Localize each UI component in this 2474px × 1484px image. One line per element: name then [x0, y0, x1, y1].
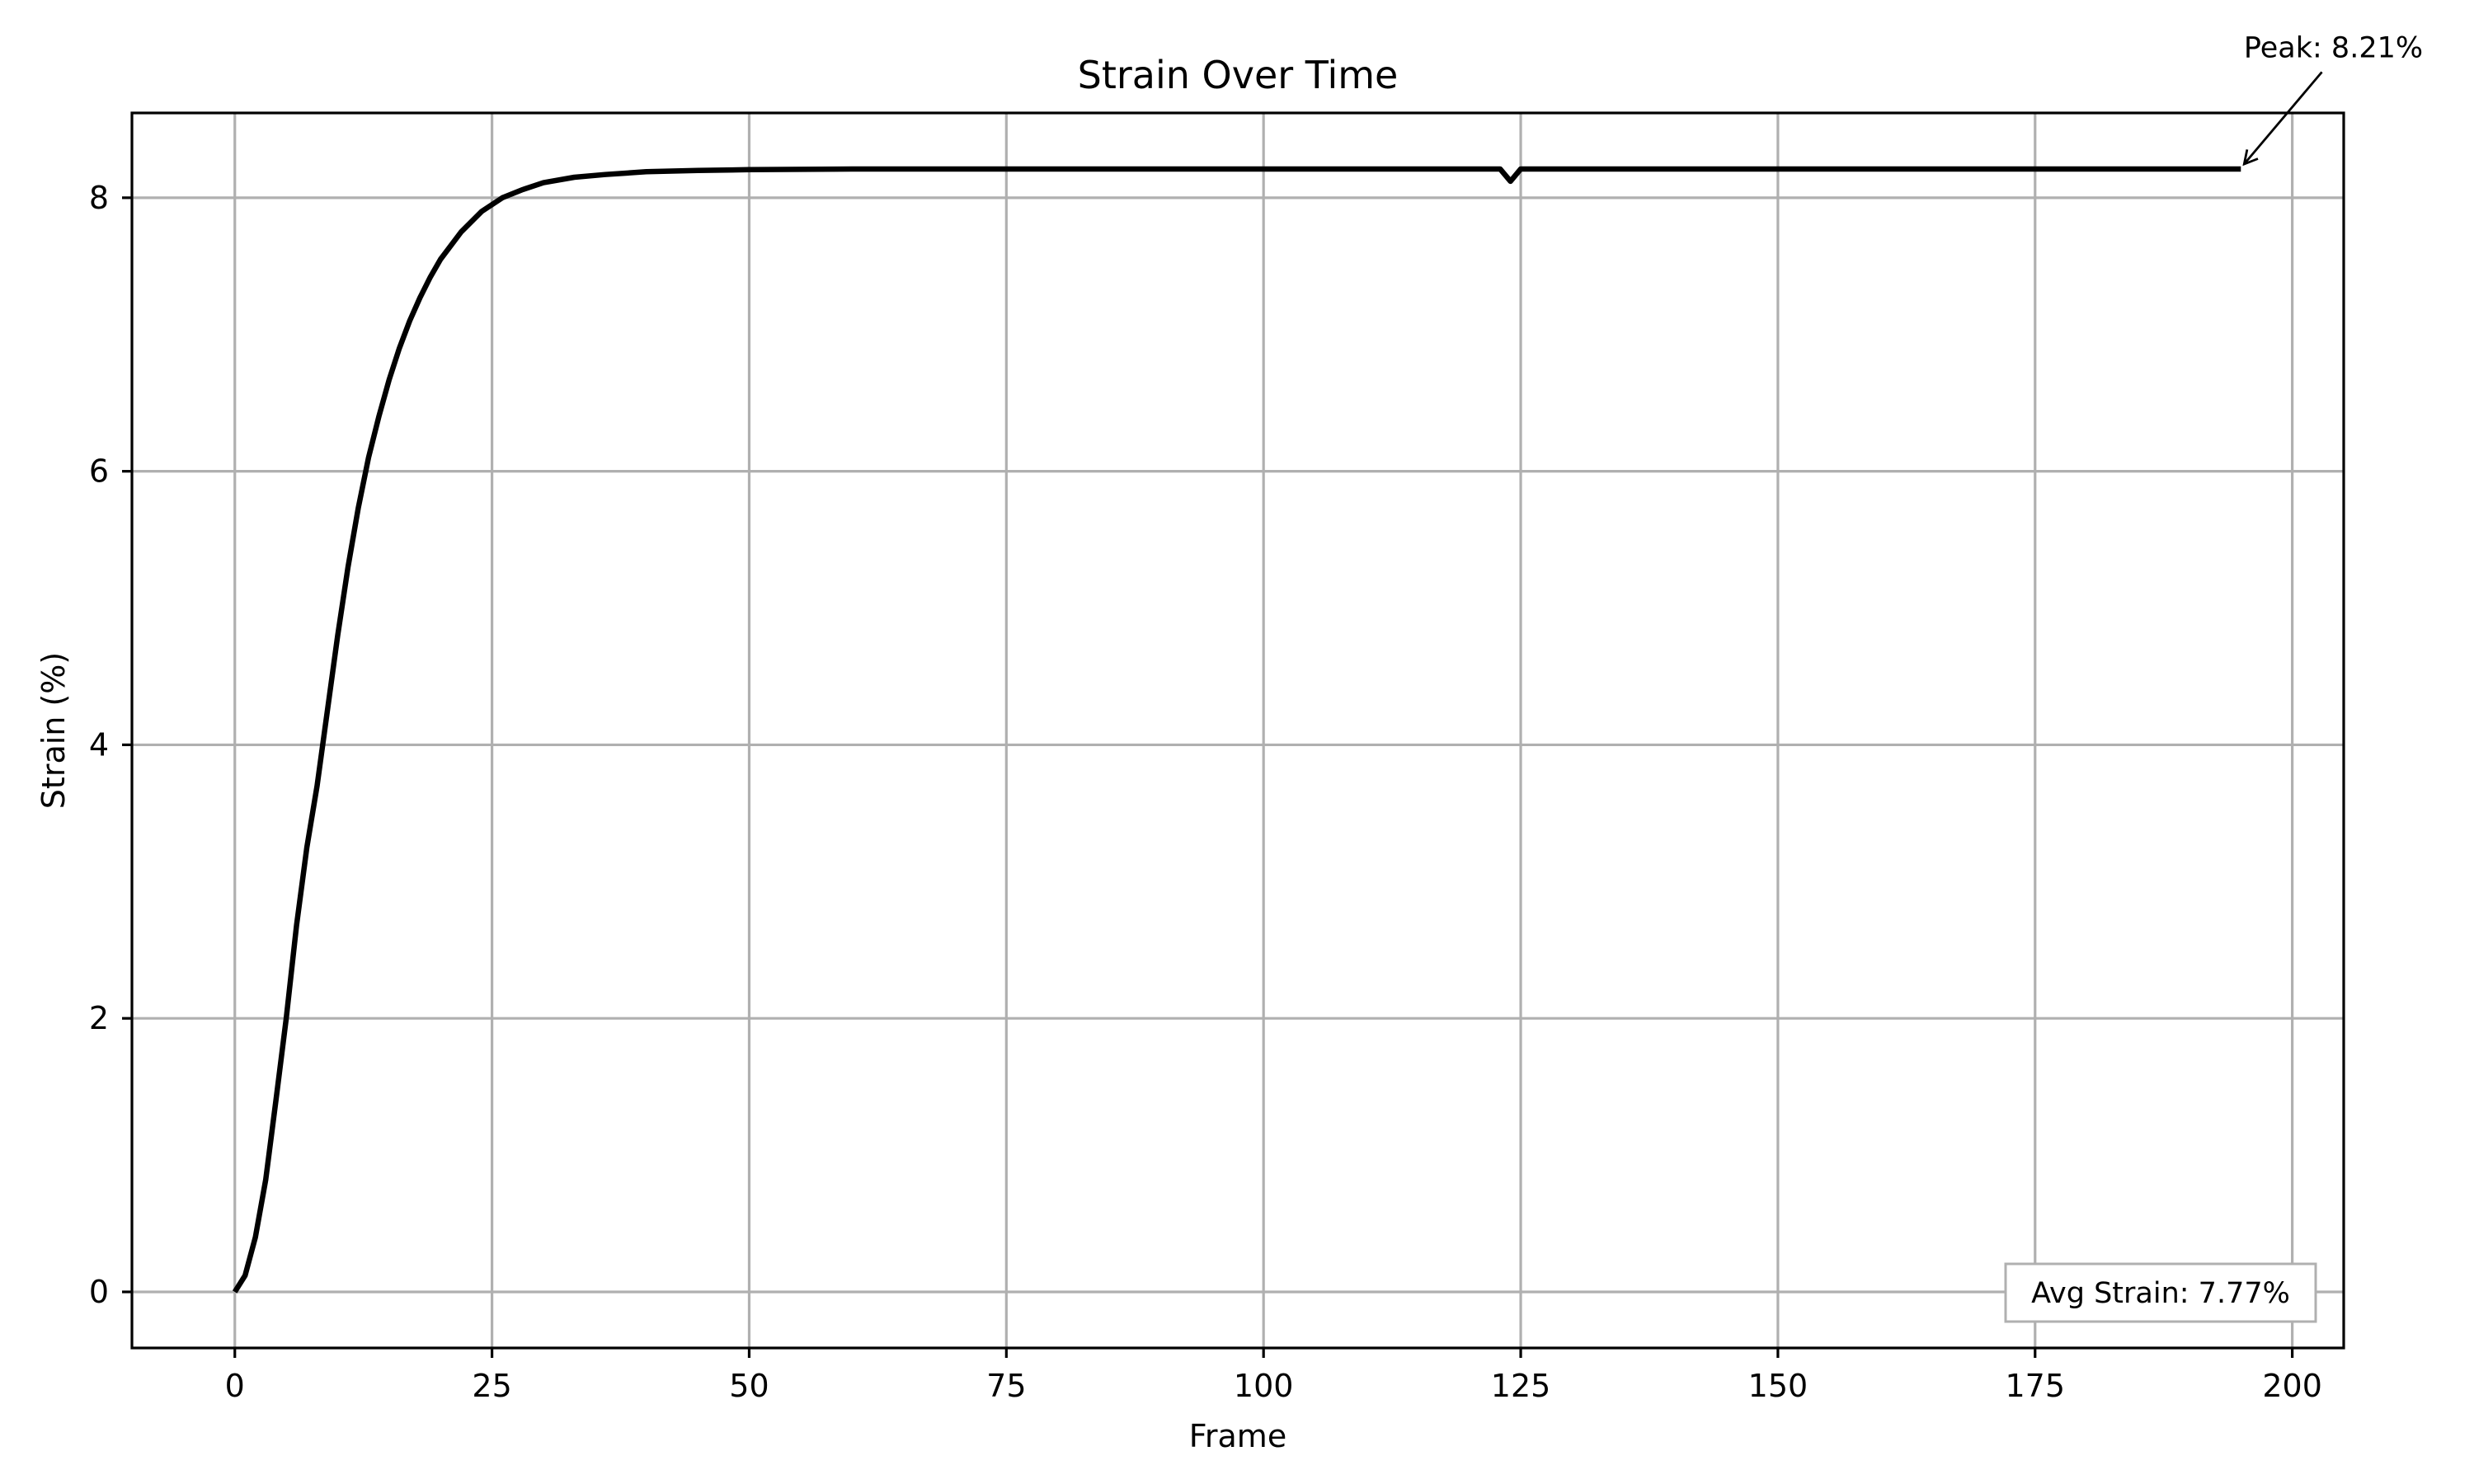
data-point — [242, 1273, 247, 1278]
chart-title: Strain Over Time — [1078, 53, 1399, 97]
data-point — [1569, 167, 1574, 171]
data-point — [571, 175, 576, 180]
data-point — [263, 1177, 268, 1182]
data-point — [1467, 167, 1472, 171]
data-point — [1056, 167, 1061, 171]
data-point — [541, 181, 546, 186]
data-point — [336, 633, 341, 638]
data-point — [459, 229, 463, 234]
data-point — [253, 1235, 258, 1240]
y-tick-label: 6 — [89, 453, 109, 490]
x-tick-label: 100 — [1234, 1368, 1294, 1404]
data-point — [407, 318, 412, 323]
data-point — [274, 1098, 279, 1103]
x-tick-label: 0 — [225, 1368, 245, 1404]
x-tick-label: 75 — [986, 1368, 1026, 1404]
data-point — [376, 414, 381, 419]
avg-strain-box-frame — [2004, 1262, 2317, 1323]
x-tick-label: 175 — [2006, 1368, 2066, 1404]
data-point — [284, 1016, 289, 1021]
x-tick-label: 125 — [1491, 1368, 1551, 1404]
x-axis-label: Frame — [1189, 1418, 1286, 1454]
avg-strain-label: Avg Strain: 7.77% — [2031, 1277, 2290, 1310]
x-tick-label: 150 — [1748, 1368, 1808, 1404]
peak-arrow — [2243, 71, 2323, 165]
data-point — [2238, 167, 2243, 171]
x-gridlines — [233, 113, 2294, 1348]
data-point — [1498, 167, 1503, 171]
data-point — [1508, 179, 1513, 184]
data-point — [366, 455, 371, 460]
data-point — [747, 167, 752, 172]
y-tick-label: 8 — [89, 180, 109, 216]
data-point — [438, 257, 443, 262]
data-point — [500, 195, 505, 200]
data-point — [1261, 167, 1266, 171]
data-point — [479, 209, 484, 214]
x-tick-label: 25 — [472, 1368, 511, 1404]
data-point — [346, 565, 350, 570]
y-tick-label: 0 — [89, 1274, 109, 1310]
data-point — [355, 505, 360, 510]
plot-area — [132, 113, 2344, 1348]
data-point — [1776, 167, 1780, 171]
data-point — [695, 168, 700, 173]
data-point — [849, 167, 854, 171]
data-point — [644, 169, 649, 174]
x-tick-label: 200 — [2262, 1368, 2322, 1404]
data-point — [304, 845, 309, 850]
data-point — [315, 783, 320, 788]
data-point — [520, 187, 525, 192]
peak-label: Peak: 8.21% — [2244, 31, 2423, 64]
peak-annotation: Peak: 8.21% — [2242, 31, 2423, 167]
data-point — [603, 172, 608, 177]
data-point — [387, 378, 392, 383]
strain-series-line — [232, 166, 2241, 1294]
data-point — [417, 295, 422, 300]
data-point — [397, 345, 402, 350]
data-point — [294, 923, 299, 928]
data-point — [1364, 167, 1369, 171]
x-tick-label: 50 — [729, 1368, 769, 1404]
peak-arrow-head — [2242, 149, 2259, 167]
y-axis-ticks: 0 2 4 6 8 — [89, 180, 132, 1310]
data-point — [325, 708, 330, 713]
y-tick-label: 4 — [89, 726, 109, 763]
y-axis-label: Strain (%) — [35, 652, 72, 809]
avg-strain-box: Avg Strain: 7.77% — [2004, 1262, 2317, 1323]
y-tick-label: 2 — [89, 1000, 109, 1036]
data-point — [1518, 167, 1523, 171]
x-axis-ticks: 0 25 50 75 100 125 150 175 200 — [225, 1348, 2322, 1404]
data-point — [428, 275, 433, 279]
data-point — [233, 1289, 238, 1294]
plot-frame — [130, 111, 2345, 1350]
data-point — [2033, 167, 2038, 171]
